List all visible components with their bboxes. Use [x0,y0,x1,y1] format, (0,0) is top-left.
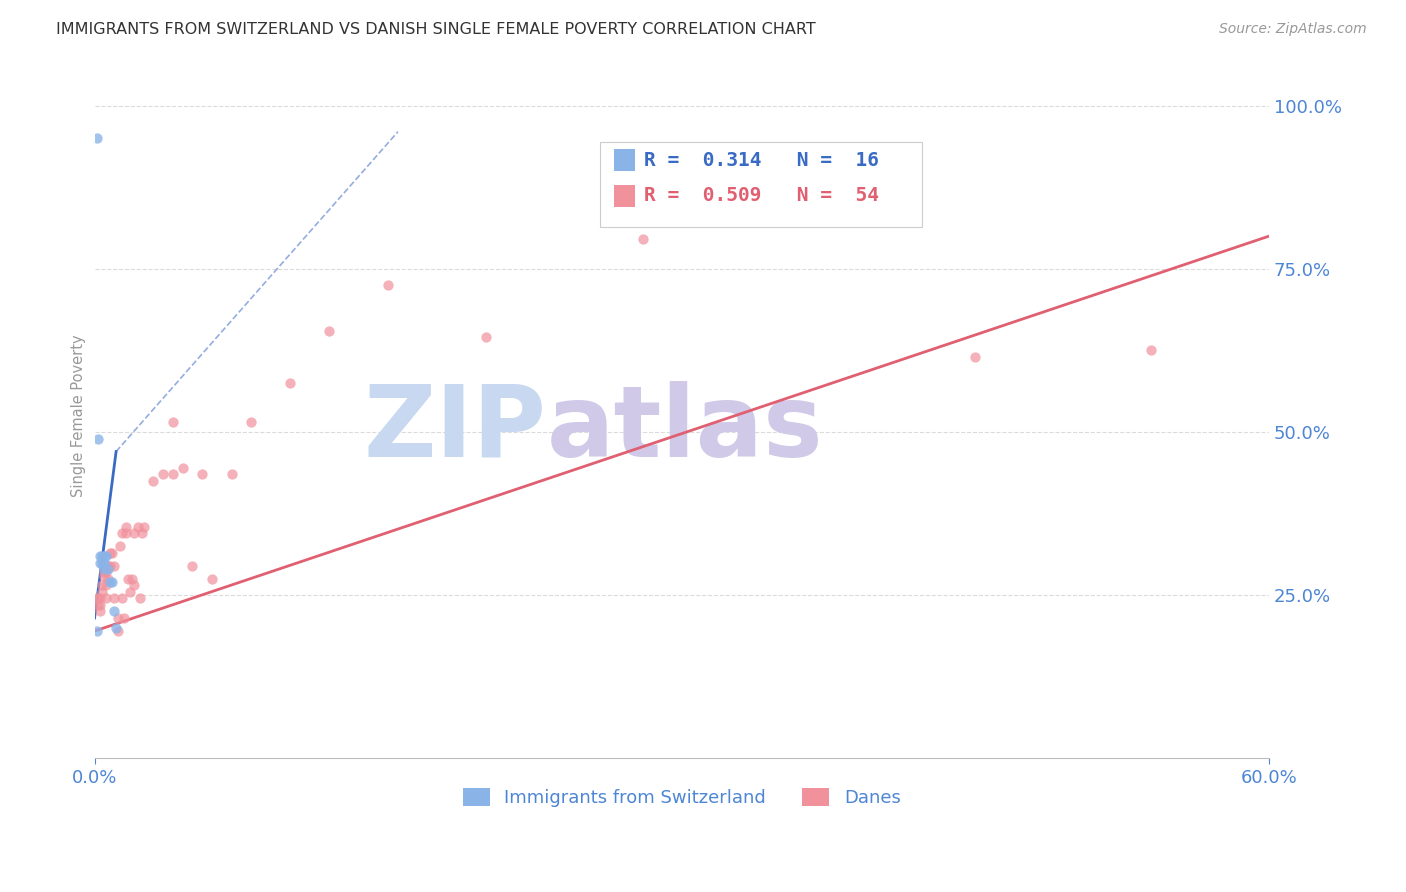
Point [97,562,120,576]
Point [98,575,121,590]
Point [91,549,114,563]
Point [89,598,111,612]
Point [131,526,153,541]
Point [96,566,118,580]
Text: ZIP: ZIP [364,381,547,478]
Point [115,519,138,533]
Point [162,415,184,429]
Point [142,474,165,488]
Bar [613,185,634,207]
Y-axis label: Single Female Poverty: Single Female Poverty [72,334,86,497]
Point [87,591,110,606]
Point [103,591,125,606]
Point [121,572,143,586]
Point [127,519,149,533]
Point [97,558,120,573]
Point [105,621,128,635]
Point [98,558,121,573]
Point [96,591,118,606]
Point [93,568,115,582]
Point [103,558,125,573]
Point [172,461,194,475]
Point [89,556,111,570]
Point [191,467,214,482]
Point [98,546,121,560]
Point [93,562,115,576]
Text: IMMIGRANTS FROM SWITZERLAND VS DANISH SINGLE FEMALE POVERTY CORRELATION CHART: IMMIGRANTS FROM SWITZERLAND VS DANISH SI… [56,22,815,37]
Point [152,467,174,482]
Text: atlas: atlas [547,381,824,478]
Point [128,591,150,606]
Point [101,546,124,560]
Point [86,131,108,145]
Point [89,549,111,563]
Point [115,526,138,541]
Point [97,572,120,586]
Point [108,539,131,553]
Point [101,575,124,590]
Point [93,549,115,563]
Point [91,556,114,570]
Text: R =  0.314   N =  16: R = 0.314 N = 16 [644,151,879,169]
Point [112,611,135,625]
Point [162,467,184,482]
Text: Source: ZipAtlas.com: Source: ZipAtlas.com [1219,22,1367,37]
Point [91,578,114,592]
Point [181,558,204,573]
Bar [613,149,634,171]
Point [91,585,114,599]
Point [132,519,155,533]
Point [103,605,125,619]
Point [631,232,654,246]
Point [111,526,134,541]
Point [278,376,301,390]
Point [87,598,110,612]
Point [122,526,145,541]
Point [475,330,498,344]
Point [107,611,129,625]
Point [96,549,118,563]
Point [89,605,111,619]
Point [118,585,141,599]
Point [93,556,115,570]
FancyBboxPatch shape [599,142,922,227]
Point [965,350,987,364]
Point [111,591,134,606]
Point [87,432,110,446]
Point [377,278,399,293]
Legend: Immigrants from Switzerland, Danes: Immigrants from Switzerland, Danes [456,780,908,814]
Point [221,467,243,482]
Point [96,578,118,592]
Point [318,324,340,338]
Point [107,624,129,638]
Point [86,624,108,638]
Point [240,415,263,429]
Point [1140,343,1163,358]
Point [93,566,115,580]
Text: R =  0.509   N =  54: R = 0.509 N = 54 [644,186,879,205]
Point [117,572,139,586]
Point [86,591,108,606]
Point [122,578,145,592]
Point [89,591,111,606]
Point [201,572,224,586]
